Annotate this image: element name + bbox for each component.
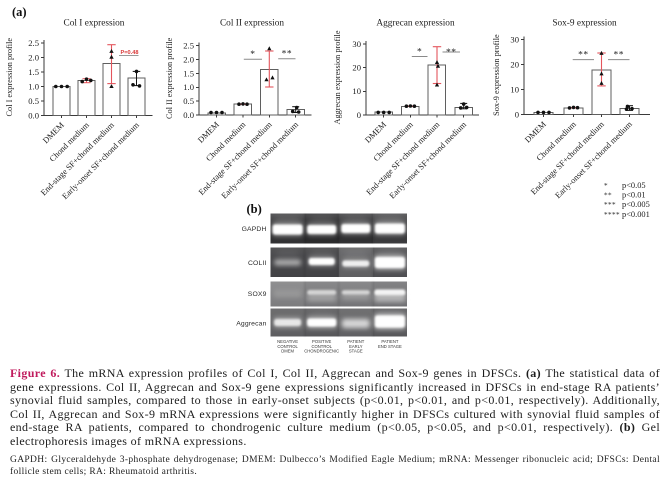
- svg-text:CHONDROGENIC: CHONDROGENIC: [304, 349, 339, 354]
- svg-text:30: 30: [510, 34, 519, 44]
- svg-text:POSITIVE: POSITIVE: [312, 339, 332, 344]
- svg-text:0: 0: [515, 110, 519, 120]
- svg-text:30: 30: [352, 39, 361, 49]
- svg-text:NEGATIVE: NEGATIVE: [277, 339, 298, 344]
- svg-text:*: *: [604, 182, 608, 190]
- svg-text:Aggrecan expression profile: Aggrecan expression profile: [333, 30, 342, 124]
- svg-text:Col II expression: Col II expression: [220, 19, 284, 29]
- svg-text:SOX9: SOX9: [248, 291, 267, 298]
- svg-text:0: 0: [357, 110, 361, 120]
- svg-text:*: *: [250, 50, 255, 60]
- svg-text:Col I expression: Col I expression: [64, 19, 125, 29]
- svg-text:1.0: 1.0: [183, 82, 194, 92]
- svg-text:**: **: [282, 50, 293, 60]
- svg-text:DMEM: DMEM: [363, 120, 388, 145]
- svg-text:Col I expression profile: Col I expression profile: [5, 38, 14, 117]
- svg-text:Sox-9 expression profile: Sox-9 expression profile: [492, 34, 501, 116]
- svg-text:Col II expression profile: Col II expression profile: [165, 37, 174, 119]
- svg-text:1.5: 1.5: [183, 68, 194, 78]
- svg-text:2.5: 2.5: [183, 41, 194, 51]
- svg-text:20: 20: [352, 63, 361, 73]
- svg-text:COLII: COLII: [248, 260, 267, 267]
- svg-text:20: 20: [510, 60, 519, 70]
- svg-text:***: ***: [604, 201, 616, 209]
- svg-text:0.0: 0.0: [183, 110, 194, 120]
- svg-text:1.0: 1.0: [28, 81, 39, 91]
- svg-text:0.5: 0.5: [28, 96, 39, 106]
- svg-text:GAPDH: GAPDH: [242, 226, 267, 233]
- svg-text:CONTROL: CONTROL: [311, 344, 332, 349]
- svg-text:p<0.005: p<0.005: [622, 200, 650, 209]
- svg-text:p<0.01: p<0.01: [622, 191, 646, 200]
- svg-text:EARLY: EARLY: [349, 344, 363, 349]
- svg-text:2.5: 2.5: [28, 38, 39, 48]
- svg-text:DMEM: DMEM: [523, 119, 548, 144]
- svg-text:DMEM: DMEM: [281, 349, 294, 354]
- svg-text:1.5: 1.5: [28, 67, 39, 77]
- svg-text:CONTROL: CONTROL: [277, 344, 298, 349]
- svg-text:**: **: [578, 51, 589, 61]
- svg-text:END STAGE: END STAGE: [378, 344, 402, 349]
- svg-text:Aggrecan expression: Aggrecan expression: [376, 19, 455, 29]
- svg-text:**: **: [446, 48, 457, 58]
- svg-text:Aggrecan: Aggrecan: [236, 321, 266, 328]
- svg-text:p<0.001: p<0.001: [622, 210, 650, 219]
- svg-text:10: 10: [510, 85, 519, 95]
- svg-text:P=0.48: P=0.48: [121, 50, 139, 56]
- svg-text:2.0: 2.0: [28, 52, 39, 62]
- svg-text:DMEM: DMEM: [196, 120, 221, 145]
- svg-text:Sox-9 expression: Sox-9 expression: [552, 19, 617, 29]
- svg-text:STAGE: STAGE: [349, 349, 363, 354]
- svg-text:*: *: [417, 48, 422, 58]
- svg-text:PATIENT: PATIENT: [381, 339, 399, 344]
- svg-text:PATIENT: PATIENT: [347, 339, 365, 344]
- svg-text:0.5: 0.5: [183, 96, 194, 106]
- svg-text:10: 10: [352, 86, 361, 96]
- svg-text:****: ****: [604, 211, 620, 219]
- svg-text:p<0.05: p<0.05: [622, 181, 646, 190]
- svg-text:**: **: [614, 51, 625, 61]
- svg-text:2.0: 2.0: [183, 55, 194, 65]
- svg-text:**: **: [604, 192, 612, 200]
- svg-text:0.0: 0.0: [28, 110, 39, 120]
